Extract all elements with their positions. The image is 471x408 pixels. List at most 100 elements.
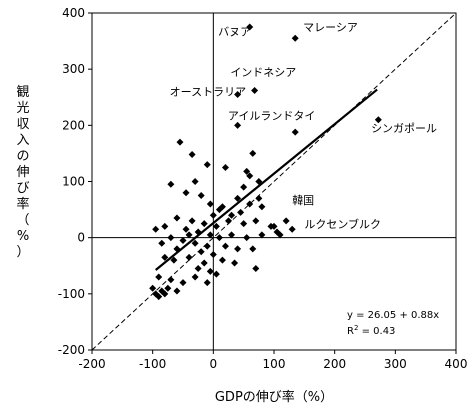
data-point: [258, 203, 266, 211]
data-point: [152, 225, 160, 233]
data-point: [197, 248, 205, 256]
point-annotation: マレーシア: [303, 21, 358, 34]
data-point: [206, 231, 214, 239]
data-point: [251, 87, 259, 95]
data-point: [206, 267, 214, 275]
data-point: [185, 231, 193, 239]
point-annotation: ルクセンブルク: [304, 217, 381, 231]
data-point: [240, 183, 248, 191]
data-point: [194, 228, 202, 236]
data-point: [188, 151, 196, 159]
x-axis-title: GDPの伸び率（%）: [215, 389, 333, 405]
y-tick-label: 0: [77, 231, 85, 245]
data-point: [291, 34, 299, 42]
data-point: [167, 180, 175, 188]
data-point: [215, 234, 223, 242]
data-point: [212, 222, 220, 230]
x-tick-label: 300: [384, 357, 407, 371]
data-point: [191, 273, 199, 281]
y-axis-title-char: 率: [16, 196, 29, 212]
data-point: [188, 217, 196, 225]
y-axis-title-char: 入: [16, 133, 29, 148]
data-point: [228, 211, 236, 219]
data-point: [246, 200, 254, 208]
r2-label: R2 = 0.43: [347, 324, 395, 337]
data-point: [218, 256, 226, 264]
x-tick-label: -200: [78, 357, 105, 371]
y-tick-label: 200: [62, 118, 85, 132]
data-point: [179, 236, 187, 244]
data-point: [200, 259, 208, 267]
data-point: [243, 234, 251, 242]
data-point: [234, 90, 242, 98]
data-point: [194, 265, 202, 273]
data-point: [155, 293, 163, 301]
data-point: [228, 231, 236, 239]
y-axis-title-char: び: [16, 181, 29, 196]
data-point: [158, 239, 166, 247]
data-point: [215, 206, 223, 214]
data-point: [246, 23, 254, 31]
y-axis-title-char: 光: [16, 101, 29, 116]
data-point: [276, 231, 284, 239]
data-point: [203, 161, 211, 169]
data-point: [155, 273, 163, 281]
data-point: [191, 178, 199, 185]
data-point: [182, 225, 190, 233]
data-point: [149, 284, 157, 292]
data-point: [173, 214, 181, 222]
x-tick-label: 400: [445, 357, 468, 371]
data-point: [282, 217, 290, 225]
data-point: [176, 138, 184, 146]
y-tick-label: 100: [62, 175, 85, 189]
data-point: [234, 194, 242, 202]
point-annotation: インドネシア: [230, 66, 296, 79]
data-point: [161, 290, 169, 298]
data-point: [164, 284, 172, 292]
equation-label: y = 26.05 + 0.88x: [347, 310, 439, 321]
x-tick-label: 200: [323, 357, 346, 371]
data-point: [173, 287, 181, 295]
data-point: [240, 220, 248, 228]
data-point: [255, 194, 263, 202]
data-point: [374, 116, 382, 124]
y-axis-title-char: 観: [16, 85, 29, 100]
data-point: [167, 234, 175, 242]
data-point: [237, 208, 245, 216]
data-point: [246, 172, 254, 180]
point-annotation: オーストラリア: [170, 86, 246, 99]
point-annotation: 韓国: [292, 194, 314, 207]
data-point: [231, 259, 239, 267]
data-point: [197, 192, 205, 200]
data-point: [252, 217, 260, 225]
data-point: [185, 253, 193, 261]
x-tick-label: 0: [210, 357, 218, 371]
y-tick-label: -100: [58, 287, 85, 301]
r2-value: = 0.43: [358, 326, 395, 337]
data-point: [252, 265, 260, 273]
data-point: [200, 220, 208, 228]
data-point: [182, 189, 190, 197]
y-tick-label: -200: [58, 343, 85, 357]
data-point: [288, 225, 296, 233]
data-point: [255, 178, 263, 185]
data-point: [234, 245, 242, 253]
point-annotation: アイルランドタイ: [228, 110, 315, 123]
data-point: [167, 276, 175, 284]
y-tick-label: 300: [62, 62, 85, 76]
data-point: [258, 231, 266, 239]
data-point: [191, 239, 199, 247]
data-point: [243, 167, 251, 175]
y-axis-title-char: ）: [16, 245, 29, 260]
y-axis-title-char: （: [16, 213, 29, 228]
point-annotation: バヌア: [218, 25, 251, 38]
data-point: [209, 211, 217, 219]
x-tick-label: -100: [139, 357, 166, 371]
data-point: [225, 217, 232, 225]
data-point: [291, 128, 299, 136]
reference-line: [91, 12, 457, 351]
data-point: [170, 256, 178, 264]
r2-exponent: 2: [354, 324, 358, 332]
